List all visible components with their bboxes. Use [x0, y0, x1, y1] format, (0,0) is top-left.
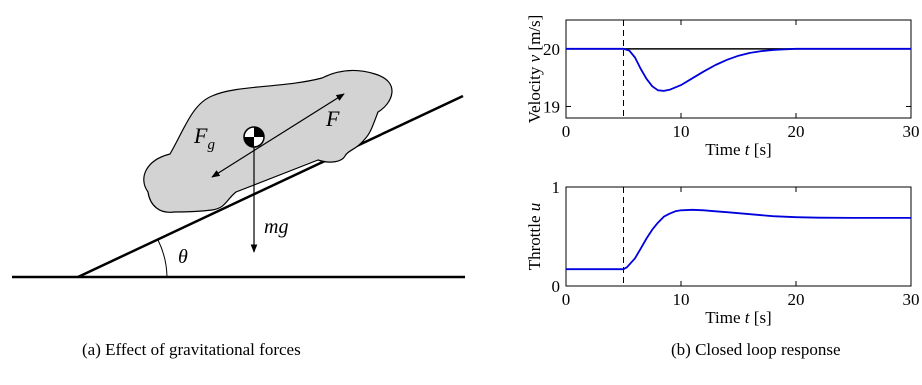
throttle-xtick-label: 30	[903, 290, 920, 309]
throttle-chart: 0 10 20 30 0 1 Time t [s] Throttle u	[525, 178, 920, 327]
velocity-xtick-label: 20	[788, 122, 805, 141]
caption-b: (b) Closed loop response	[671, 340, 841, 359]
velocity-xlabel: Time t [s]	[705, 140, 771, 159]
throttle-xlabel: Time t [s]	[705, 308, 771, 327]
label-f: F	[325, 106, 340, 131]
throttle-ytick-label: 1	[552, 178, 561, 197]
gravity-diagram: θ Fg F mg	[12, 69, 465, 279]
velocity-xtick-label: 0	[562, 122, 571, 141]
throttle-xtick-label: 0	[562, 290, 571, 309]
caption-a: (a) Effect of gravitational forces	[82, 340, 301, 359]
incline-line	[77, 94, 464, 279]
velocity-xtick-label: 30	[903, 122, 920, 141]
angle-label: θ	[178, 246, 188, 268]
velocity-chart: 0 10 20 30 19 20 Time t [s] Velocity v [m/s]	[525, 15, 920, 159]
center-of-mass-icon	[243, 126, 265, 148]
velocity-ylabel: Velocity v [m/s]	[525, 15, 544, 124]
throttle-xtick-label: 10	[673, 290, 690, 309]
velocity-ytick-label: 19	[543, 97, 560, 116]
throttle-plot-frame	[565, 186, 912, 287]
velocity-ytick-label: 20	[543, 40, 560, 59]
throttle-xtick-label: 20	[788, 290, 805, 309]
throttle-ytick-label: 0	[552, 277, 561, 296]
throttle-ylabel: Throttle u	[525, 203, 544, 271]
velocity-xtick-label: 10	[673, 122, 690, 141]
velocity-response-line	[566, 47, 911, 92]
label-mg: mg	[264, 216, 288, 238]
throttle-response-line	[566, 208, 911, 271]
force-arrows	[211, 93, 345, 178]
angle-arc	[157, 239, 168, 278]
label-fg: Fg	[193, 123, 215, 153]
velocity-plot-frame	[565, 19, 912, 119]
